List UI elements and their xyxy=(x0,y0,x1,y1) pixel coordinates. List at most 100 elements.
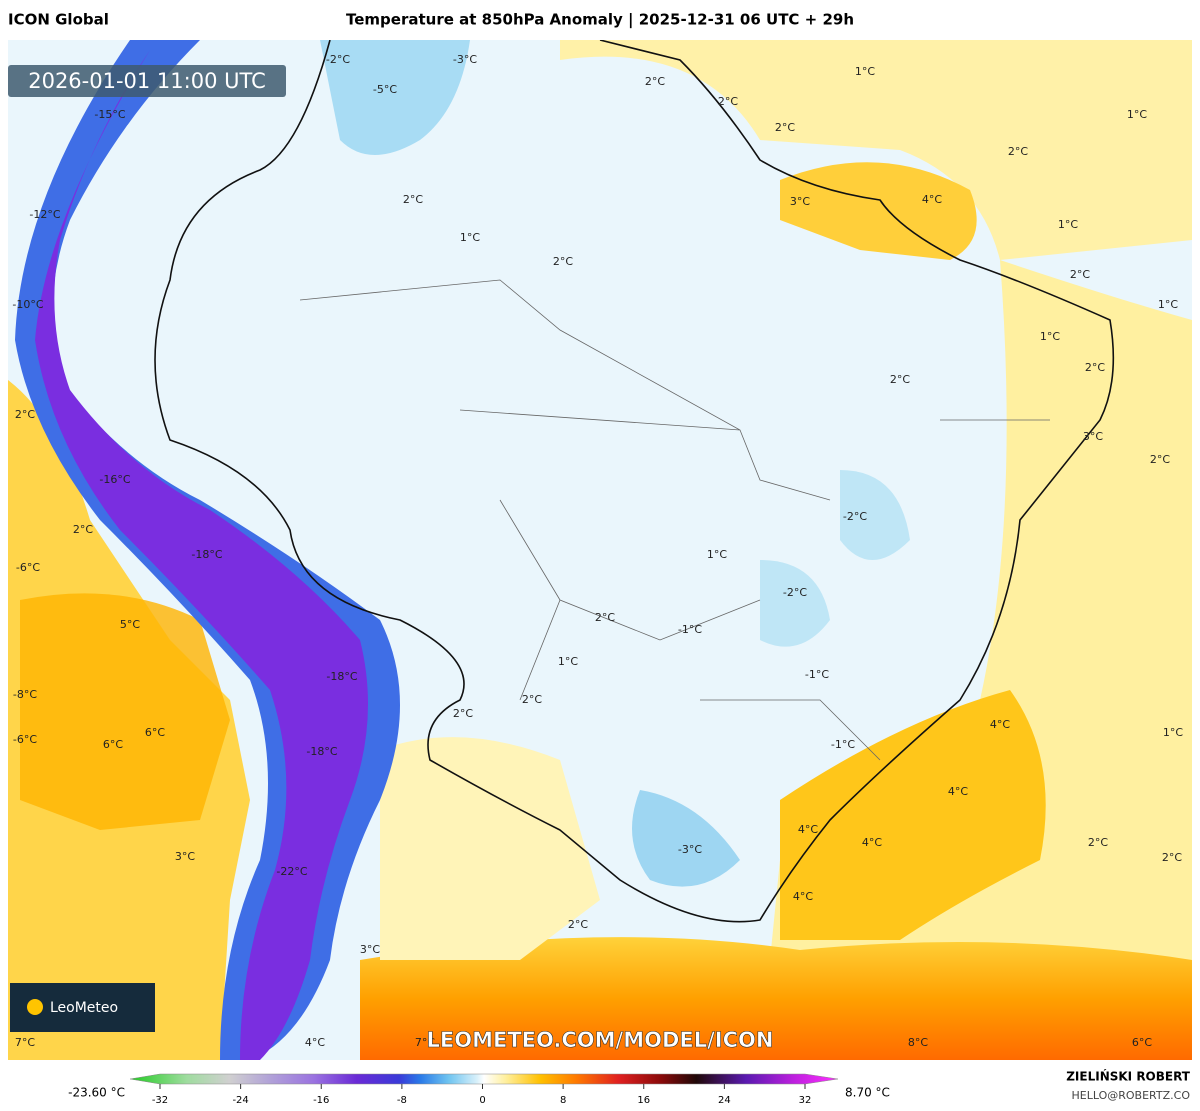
contour-label: 3°C xyxy=(175,850,195,863)
contour-label: -8°C xyxy=(13,688,37,701)
contour-label: 2°C xyxy=(1088,836,1108,849)
anomaly-warm-chaco xyxy=(380,737,600,960)
colorbar-tick-label: -24 xyxy=(232,1095,248,1106)
contour-label: 4°C xyxy=(305,1036,325,1049)
author: ZIELIŃSKI ROBERT xyxy=(1066,1069,1191,1084)
contour-label: -15°C xyxy=(94,108,125,121)
contour-label: -1°C xyxy=(831,738,855,751)
logo-sun xyxy=(27,999,43,1015)
contour-label: 3°C xyxy=(790,195,810,208)
contour-label: 1°C xyxy=(1158,298,1178,311)
contour-label: 2°C xyxy=(1162,851,1182,864)
contour-label: 3°C xyxy=(360,943,380,956)
map-title: Temperature at 850hPa Anomaly | 2025-12-… xyxy=(346,11,854,30)
state-borders xyxy=(299,279,1050,761)
contour-label: 1°C xyxy=(1040,330,1060,343)
contour-label: 4°C xyxy=(922,193,942,206)
contour-label: -2°C xyxy=(843,510,867,523)
contour-label: 2°C xyxy=(73,523,93,536)
colorbar-tick-label: -32 xyxy=(152,1095,168,1106)
contour-label: -18°C xyxy=(191,548,222,561)
contour-label: 1°C xyxy=(855,65,875,78)
colorbar-tick-label: 8 xyxy=(560,1095,566,1106)
contour-label: 6°C xyxy=(103,738,123,751)
contour-label: -1°C xyxy=(678,623,702,636)
contour-label: 1°C xyxy=(1127,108,1147,121)
anomaly-warm-coast xyxy=(780,162,977,260)
contour-label: 2°C xyxy=(775,121,795,134)
colorbar-tick-label: -16 xyxy=(313,1095,329,1106)
contour-label: 2°C xyxy=(522,693,542,706)
colorbar-min: -23.60 °C xyxy=(68,1086,125,1100)
contour-label: 2°C xyxy=(403,193,423,206)
contour-label: 4°C xyxy=(948,785,968,798)
map xyxy=(8,40,1192,1060)
email: HELLO@ROBERTZ.CO xyxy=(1072,1089,1191,1102)
contour-label: -18°C xyxy=(306,745,337,758)
contour-label: -16°C xyxy=(99,473,130,486)
watermark: LEOMETEO.COM/MODEL/ICON xyxy=(427,1028,774,1052)
logo-text: LeoMeteo xyxy=(50,1000,118,1016)
contour-label: 5°C xyxy=(120,618,140,631)
contour-label: -2°C xyxy=(326,53,350,66)
contour-label: -12°C xyxy=(29,208,60,221)
contour-label: 1°C xyxy=(1163,726,1183,739)
contour-label: -3°C xyxy=(678,843,702,856)
contour-label: 4°C xyxy=(990,718,1010,731)
contour-label: 2°C xyxy=(1085,361,1105,374)
colorbar-tick-label: 32 xyxy=(799,1095,812,1106)
anomaly-warm-pacific xyxy=(20,593,230,830)
contour-label: 2°C xyxy=(890,373,910,386)
timestamp: 2026-01-01 11:00 UTC xyxy=(28,69,266,93)
colorbar-max: 8.70 °C xyxy=(845,1086,890,1100)
colorbar-ticks: -32 -24 -16 -8 0 8 16 24 32 xyxy=(152,1084,812,1106)
anomaly-warm-se xyxy=(780,690,1046,940)
anomaly-cold-central xyxy=(760,560,830,647)
map-labels: -2°C -3°C -5°C -15°C -12°C -10°C 2°C -16°C 2°C -1… xyxy=(12,53,1183,1049)
contour-label: -1°C xyxy=(805,668,829,681)
anomaly-warm-south xyxy=(360,937,1192,1060)
contour-label: 8°C xyxy=(908,1036,928,1049)
contour-label: -6°C xyxy=(13,733,37,746)
contour-label: -10°C xyxy=(12,298,43,311)
contour-label: 4°C xyxy=(793,890,813,903)
contour-label: -22°C xyxy=(276,865,307,878)
country-borders xyxy=(154,40,1115,923)
contour-label: 7°C xyxy=(15,1036,35,1049)
contour-label: 2°C xyxy=(568,918,588,931)
contour-label: 2°C xyxy=(553,255,573,268)
colorbar-tick-label: 24 xyxy=(718,1095,731,1106)
contour-label: 7°C xyxy=(415,1036,435,1049)
contour-label: 2°C xyxy=(15,408,35,421)
contour-label: 1°C xyxy=(707,548,727,561)
contour-label: 2°C xyxy=(645,75,665,88)
contour-label: 2°C xyxy=(1008,145,1028,158)
contour-label: 2°C xyxy=(1070,268,1090,281)
contour-label: -3°C xyxy=(453,53,477,66)
contour-label: 3°C xyxy=(1083,430,1103,443)
model-name: ICON Global xyxy=(8,11,109,29)
contour-label: 6°C xyxy=(145,726,165,739)
contour-label: 2°C xyxy=(595,611,615,624)
colorbar xyxy=(129,1073,839,1085)
contour-label: 2°C xyxy=(718,95,738,108)
anomaly-warm-north xyxy=(560,40,1192,260)
anomaly-cold-north xyxy=(320,40,470,155)
contour-label: 2°C xyxy=(1150,453,1170,466)
anomaly-cold-andes-core xyxy=(35,50,368,1060)
contour-label: 6°C xyxy=(1132,1036,1152,1049)
contour-label: 4°C xyxy=(862,836,882,849)
contour-label: 2°C xyxy=(453,707,473,720)
contour-label: -18°C xyxy=(326,670,357,683)
colorbar-tick-label: 0 xyxy=(479,1095,485,1106)
anomaly-cold-south-brazil xyxy=(632,790,740,887)
contour-label: -2°C xyxy=(783,586,807,599)
contour-label: -5°C xyxy=(373,83,397,96)
colorbar-tick-label: -8 xyxy=(397,1095,407,1106)
contour-label: 4°C xyxy=(798,823,818,836)
colorbar-tick-label: 16 xyxy=(637,1095,650,1106)
timestamp-box xyxy=(8,65,286,97)
contour-label: 1°C xyxy=(1058,218,1078,231)
